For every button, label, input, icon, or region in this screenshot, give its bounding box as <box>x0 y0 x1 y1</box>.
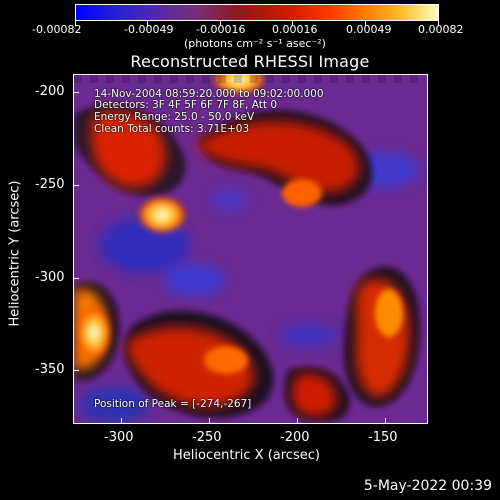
y-tick-label: -200 <box>35 84 65 99</box>
y-axis-tick <box>73 185 79 186</box>
x-tick-label: -300 <box>104 430 134 445</box>
x-axis-tick <box>209 418 210 424</box>
y-axis-tick <box>73 370 79 371</box>
time-range-text: 14-Nov-2004 08:59:20.000 to 09:02:00.000 <box>94 88 324 100</box>
rhessi-image <box>74 75 427 423</box>
colorbar-tick-label: 0.00082 <box>418 23 464 36</box>
x-axis-tick <box>385 418 386 424</box>
colorbar <box>75 4 439 21</box>
y-tick-label: -250 <box>35 177 65 192</box>
y-tick-label: -350 <box>35 362 65 377</box>
y-axis-tick <box>73 278 79 279</box>
y-axis-tick <box>73 92 79 93</box>
x-axis-label: Heliocentric X (arcsec) <box>173 448 320 463</box>
timestamp-footer: 5-May-2022 00:39 <box>363 478 492 494</box>
colorbar-tick <box>292 20 293 26</box>
x-axis-tick <box>121 418 122 424</box>
y-tick-label: -300 <box>35 270 65 285</box>
y-axis-label: Heliocentric Y (arcsec) <box>7 180 23 327</box>
colorbar-tick <box>365 20 366 26</box>
plot-title: Reconstructed RHESSI Image <box>130 52 370 71</box>
colorbar-tick <box>75 20 76 26</box>
x-tick-label: -250 <box>192 430 222 445</box>
colorbar-tick <box>147 20 148 26</box>
energy-range-text: Energy Range: 25.0 - 50.0 keV <box>94 111 255 123</box>
colorbar-tick <box>438 20 439 26</box>
colorbar-tick-label: 0.00016 <box>272 23 318 36</box>
x-axis-tick <box>297 418 298 424</box>
colorbar-tick <box>220 20 221 26</box>
x-tick-label: -200 <box>280 430 310 445</box>
colorbar-units-label: (photons cm⁻² s⁻¹ asec⁻²) <box>184 37 326 50</box>
peak-position-text: Position of Peak = [-274,-267] <box>94 398 252 410</box>
rhessi-image-plot: 14-Nov-2004 08:59:20.000 to 09:02:00.000… <box>73 74 428 424</box>
detectors-text: Detectors: 3F 4F 5F 6F 7F 8F, Att 0 <box>94 99 278 111</box>
clean-counts-text: Clean Total counts: 3.71E+03 <box>94 123 250 135</box>
colorbar-tick-label: -0.00049 <box>124 23 174 36</box>
colorbar-tick-label: -0.00016 <box>196 23 246 36</box>
colorbar-tick-label: 0.00049 <box>346 23 392 36</box>
colorbar-tick-label: -0.00082 <box>32 23 82 36</box>
x-tick-label: -150 <box>368 430 398 445</box>
